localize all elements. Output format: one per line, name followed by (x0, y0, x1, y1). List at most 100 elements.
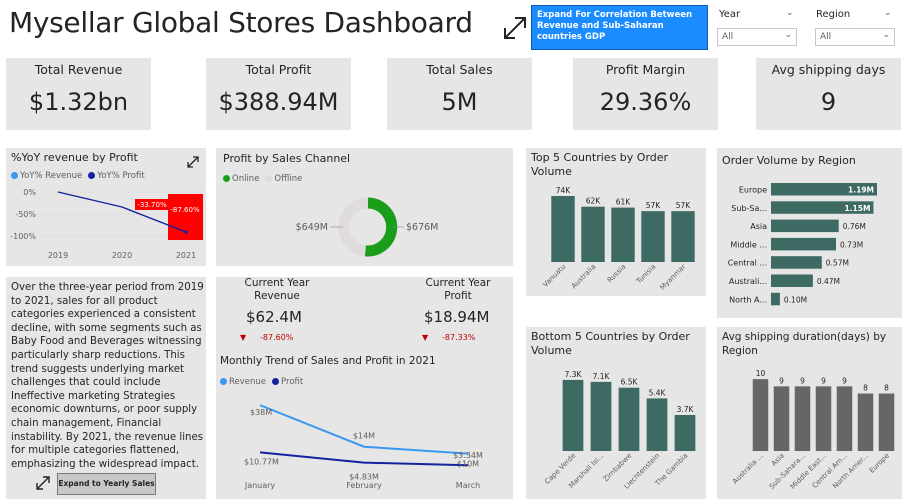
kpi-card-total-sales: Total Sales 5M (387, 58, 532, 130)
bar (878, 393, 895, 451)
sales-channel-title: Profit by Sales Channel (223, 152, 351, 165)
data-label: 0.76M (843, 222, 866, 231)
region-slicer[interactable]: All ⌄ (815, 28, 895, 46)
legend-item[interactable]: YoY% Revenue (11, 171, 82, 181)
data-label: 57K (676, 201, 692, 210)
y-tick-label: Australi... (729, 277, 767, 286)
sales-channel-donut: $649M $676M (296, 197, 438, 257)
data-label: 5.4K (649, 388, 667, 397)
current-revenue-value: $62.4M (246, 308, 302, 326)
data-label: 0.57M (826, 259, 849, 268)
expand-icon[interactable] (501, 14, 529, 42)
bar (771, 256, 822, 269)
shipping-title: Avg shipping duration(days) by Region (722, 331, 887, 357)
data-label: $4.83M (349, 473, 379, 482)
legend-item[interactable]: Offline (265, 174, 302, 184)
series-line (259, 451, 469, 467)
kpi-value: $1.32bn (28, 88, 129, 116)
legend-dot (272, 378, 280, 385)
correlation-expand-button[interactable]: Expand For Correlation Between Revenue a… (531, 5, 708, 50)
current-profit-title: Current Year Profit (425, 277, 491, 302)
data-label: 9 (842, 376, 847, 385)
bar (551, 196, 575, 262)
legend-item[interactable]: Revenue (220, 377, 266, 387)
legend-item[interactable]: Profit (272, 377, 303, 387)
region-volume-card: Order Volume by Region Europe 1.19M Sub-Sa… (717, 148, 902, 318)
data-label: -87.60% (170, 206, 200, 214)
kpi-title: Avg shipping days (771, 62, 886, 77)
current-revenue-title: Current Year Revenue (244, 277, 310, 302)
bar (562, 379, 584, 451)
region-volume-chart: Europe 1.19M Sub-Sa... 1.15M Asia 0.76M Middle… (728, 183, 877, 306)
region-volume-title: Order Volume by Region (722, 154, 856, 167)
data-label: 1.19M (848, 186, 874, 195)
legend-dot (265, 175, 273, 182)
x-tick-label: Tunisia (634, 263, 657, 286)
bar (836, 386, 853, 451)
triangle-down-icon: ▼ (240, 333, 247, 342)
data-label: 8 (884, 384, 889, 393)
legend-dot (88, 172, 96, 179)
data-label: 61K (616, 198, 632, 207)
legend-item[interactable]: YoY% Profit (88, 171, 145, 181)
bar (590, 381, 612, 451)
region-slicer-value: All (820, 32, 832, 42)
y-tick-label: 0% (23, 188, 36, 197)
summary-card: Over the three-year period from 2019 to … (6, 277, 206, 499)
yoy-legend: YoY% Revenue YoY% Profit (11, 171, 145, 181)
data-label: 0.47M (817, 277, 840, 286)
region-slicer-label: Region (816, 9, 851, 20)
year-slicer-value: All (722, 32, 734, 42)
x-tick-label: January (244, 481, 276, 490)
chevron-down-icon[interactable]: ⌄ (786, 8, 794, 18)
data-label: 57K (646, 201, 662, 210)
x-tick-label: Asia (770, 452, 786, 468)
yearly-sales-expand-label: Expand to Yearly Sales (58, 479, 155, 488)
data-label: 7.3K (565, 370, 583, 379)
current-year-card: Current Year Revenue $62.4M ▼ -87.60% Cu… (216, 277, 513, 499)
legend-dot (223, 175, 230, 182)
top5-title: Top 5 Countries by Order Volume (531, 151, 669, 178)
bar (671, 211, 695, 262)
data-label: 9 (800, 376, 805, 385)
chevron-down-icon: ⌄ (882, 30, 890, 40)
yearly-sales-expand-button[interactable]: Expand to Yearly Sales (57, 473, 156, 495)
monthly-trend-legend: Revenue Profit (220, 377, 303, 387)
kpi-title: Total Revenue (34, 62, 123, 77)
x-tick-label: Vanuatu (541, 263, 567, 289)
focus-mode-icon[interactable] (186, 154, 200, 168)
data-label: $10.77M (244, 457, 279, 466)
current-revenue-change: -87.60% (260, 333, 294, 342)
x-tick-label: Myanmar (658, 263, 687, 292)
y-tick-label: Asia (750, 222, 767, 231)
bar (752, 379, 769, 451)
kpi-value: $388.94M (218, 88, 339, 116)
bar (641, 211, 665, 262)
monthly-trend-title: Monthly Trend of Sales and Profit in 202… (220, 355, 436, 367)
data-label: 74K (556, 186, 572, 195)
x-tick-label: 2019 (48, 251, 68, 260)
sales-channel-card: Profit by Sales Channel Online Offline $… (216, 148, 513, 266)
legend-label: YoY% Profit (97, 171, 145, 181)
monthly-trend-plot: $38M $10.77M $14M $4.83M $3.34M$10M January Fe… (244, 404, 483, 490)
summary-text: Over the three-year period from 2019 to … (11, 282, 204, 470)
top5-chart: 74K Vanuatu 62K Australia 61K Russia 57K Tunisi… (541, 186, 695, 292)
data-label: 9 (821, 376, 826, 385)
series-line (259, 404, 469, 455)
kpi-title: Total Profit (245, 62, 312, 77)
legend-label: Profit (281, 377, 304, 387)
chevron-down-icon: ⌄ (784, 30, 792, 40)
bar (771, 219, 839, 233)
year-slicer[interactable]: All ⌄ (717, 28, 797, 46)
data-label-bg (135, 199, 170, 210)
data-label: 8 (863, 384, 868, 393)
bar (857, 393, 874, 451)
bar (618, 387, 640, 451)
current-profit-value: $18.94M (424, 308, 490, 326)
data-label: 0.10M (784, 295, 807, 304)
chevron-down-icon[interactable]: ⌄ (884, 8, 892, 18)
legend-item[interactable]: Online (223, 174, 259, 184)
expand-icon[interactable] (35, 475, 51, 491)
